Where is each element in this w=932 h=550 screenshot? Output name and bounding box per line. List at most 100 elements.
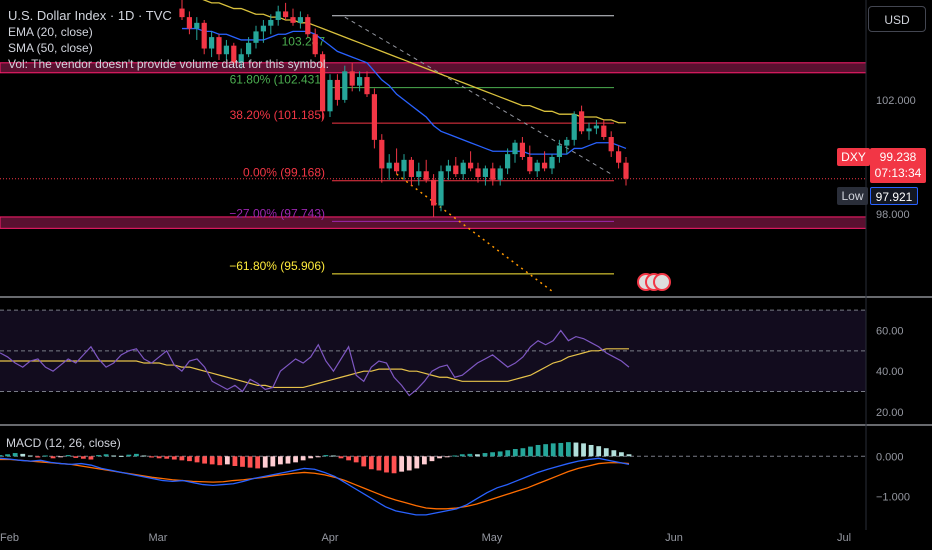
macd-title: MACD (12, 26, close) — [6, 436, 121, 450]
candle-body — [408, 159, 414, 177]
macd-hist-bar — [429, 456, 435, 462]
indicator-volume[interactable]: Vol: The vendor doesn't provide volume d… — [8, 57, 329, 71]
macd-hist-bar — [285, 456, 291, 464]
macd-hist-bar — [520, 448, 526, 457]
indicator-sma[interactable]: SMA (50, close) — [8, 41, 93, 55]
macd-hist-bar — [111, 455, 117, 457]
macd-tick-label: −1.000 — [876, 492, 910, 504]
macd-hist-bar — [315, 456, 321, 458]
highlight-zone — [0, 216, 867, 229]
last-price: 99.238 — [879, 150, 917, 164]
macd-hist-bar — [490, 452, 495, 457]
macd-hist-bar — [475, 454, 480, 457]
bar-countdown: 07:13:34 — [874, 166, 922, 180]
macd-hist-bar — [300, 456, 306, 461]
candle-body — [608, 137, 614, 152]
macd-hist-bar — [164, 456, 170, 459]
candle-body — [320, 54, 326, 112]
low-value-tag: 97.921 — [870, 187, 918, 205]
macd-hist-bar — [414, 456, 420, 469]
candle-body — [394, 162, 400, 172]
time-tick-label: Apr — [321, 532, 338, 544]
macd-hist-bar — [171, 456, 177, 460]
currency-button[interactable]: USD — [868, 6, 926, 32]
candle-body — [194, 22, 200, 29]
candle-body — [223, 45, 229, 55]
candle-body — [490, 168, 496, 180]
macd-hist-bar — [232, 456, 238, 466]
candle-body — [290, 17, 296, 23]
candle-body — [342, 71, 348, 100]
time-tick-label: Feb — [0, 532, 19, 544]
candle-body — [327, 79, 333, 112]
indicator-ema[interactable]: EMA (20, close) — [8, 25, 93, 39]
candle-body — [268, 19, 274, 26]
macd-hist-bar — [156, 456, 162, 459]
macd-hist-bar — [270, 456, 276, 467]
macd-hist-bar — [467, 453, 473, 457]
rsi-line — [0, 329, 630, 397]
candle-body — [305, 17, 311, 35]
candle-body — [238, 54, 244, 63]
time-tick-label: Mar — [149, 532, 168, 544]
macd-hist-bar — [209, 456, 215, 465]
candle-body — [253, 31, 259, 43]
macd-hist-bar — [262, 456, 268, 468]
macd-hist-bar — [0, 455, 3, 457]
candle-body — [275, 11, 281, 20]
candle-body — [312, 34, 318, 55]
candle-body — [453, 165, 459, 175]
rsi-tick-label: 60.00 — [876, 326, 904, 338]
candle-body — [209, 37, 215, 49]
macd-hist-bar — [27, 455, 33, 457]
macd-hist-bar — [588, 444, 594, 457]
price-tick-label: 102.000 — [876, 95, 916, 107]
chart-title: U.S. Dollar Index · 1D · TVC — [8, 8, 172, 23]
candle-body — [334, 79, 340, 100]
macd-hist-bar — [482, 453, 488, 457]
macd-hist-bar — [399, 456, 405, 472]
macd-hist-bar — [12, 453, 18, 457]
macd-hist-bar — [573, 442, 579, 457]
macd-hist-bar — [194, 456, 200, 463]
macd-hist-bar — [224, 456, 230, 465]
macd-hist-bar — [346, 456, 352, 461]
candle-body — [431, 179, 437, 206]
macd-hist-bar — [88, 456, 94, 460]
candle-body — [505, 154, 511, 169]
macd-hist-bar — [528, 446, 533, 457]
macd-hist-bar — [459, 454, 465, 457]
macd-hist-bar — [58, 456, 64, 458]
macd-hist-bar — [80, 456, 86, 459]
macd-hist-bar — [376, 456, 382, 471]
macd-hist-bar — [543, 444, 549, 457]
macd-hist-bar — [353, 456, 359, 463]
macd-hist-bar — [558, 442, 564, 457]
candle-body — [512, 142, 518, 155]
symbol-price-tag: DXY — [837, 148, 870, 166]
macd-hist-bar — [406, 456, 412, 471]
us-flag-icon[interactable] — [653, 273, 671, 291]
candle-body — [246, 42, 252, 55]
macd-hist-bar — [437, 456, 442, 459]
candle-body — [468, 162, 474, 169]
candle-body — [379, 139, 385, 169]
last-price-tag: 99.238 07:13:34 — [870, 148, 926, 183]
macd-hist-bar — [323, 455, 329, 457]
candle-body — [460, 162, 466, 175]
macd-hist-bar — [50, 456, 56, 459]
time-tick-label: Jul — [837, 532, 851, 544]
candle-body — [593, 125, 599, 129]
sma-line — [202, 0, 626, 124]
candle-body — [201, 22, 207, 49]
rsi-pane — [0, 309, 866, 397]
low-label-tag: Low — [837, 187, 868, 205]
candle-body — [179, 8, 185, 18]
candle-body — [623, 162, 629, 179]
macd-hist-bar — [497, 451, 503, 457]
candle-body — [364, 77, 370, 95]
macd-hist-bar — [247, 456, 253, 468]
macd-hist-bar — [565, 442, 571, 457]
